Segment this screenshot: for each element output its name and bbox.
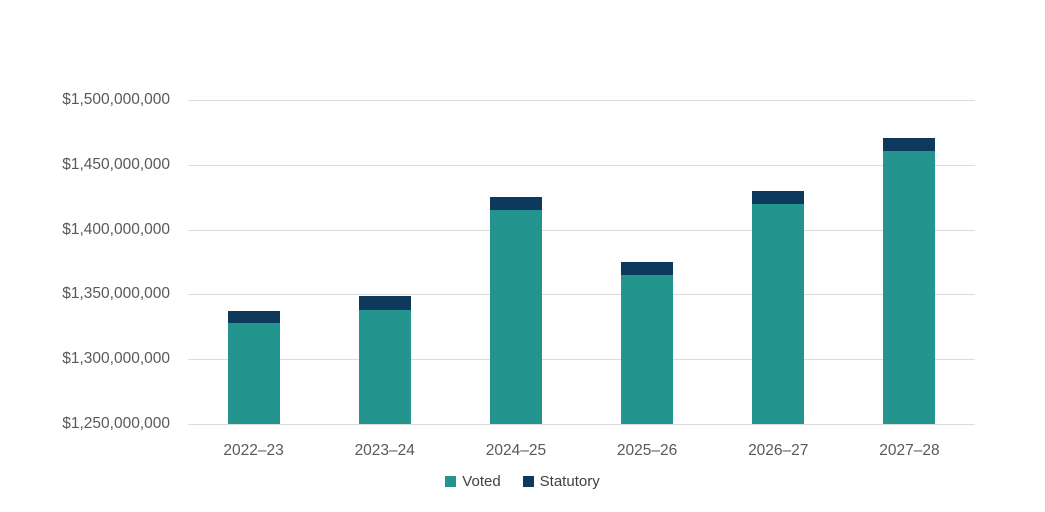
legend-label-statutory: Statutory [539, 473, 600, 490]
voted-bar-segment [621, 274, 674, 424]
x-axis-category-label: 2023–24 [354, 442, 415, 459]
y-axis-tick-label: $1,300,000,000 [62, 350, 170, 368]
gridline [188, 424, 975, 425]
statutory-bar-segment [489, 197, 542, 211]
statutory-bar-segment [227, 311, 280, 323]
legend-label-voted: Voted [462, 473, 501, 490]
x-axis-category-label: 2026–27 [748, 442, 809, 459]
statutory-swatch-icon [522, 476, 534, 487]
voted-bar-segment [227, 322, 280, 424]
legend-item-voted: Voted [445, 473, 501, 490]
x-axis-category-label: 2024–25 [485, 442, 547, 459]
statutory-bar-segment [621, 262, 674, 275]
y-axis-tick-label: $1,350,000,000 [62, 285, 170, 303]
voted-bar-segment [883, 150, 936, 424]
voted-bar-segment [752, 203, 805, 424]
statutory-bar-segment [752, 190, 805, 204]
statutory-bar-segment [358, 295, 411, 310]
y-axis-tick-label: $1,250,000,000 [62, 415, 170, 432]
x-axis-category-label: 2027–28 [879, 442, 940, 459]
y-axis-tick-label: $1,400,000,000 [62, 220, 170, 238]
y-axis-tick-label: $1,450,000,000 [62, 155, 170, 173]
voted-bar-segment [358, 309, 411, 424]
y-axis-tick-label: $1,500,000,000 [62, 91, 170, 108]
legend-item-statutory: Statutory [522, 473, 600, 490]
legend: Voted Statutory [0, 473, 1045, 490]
voted-swatch-icon [445, 476, 457, 487]
gridline [188, 100, 975, 101]
gridline [188, 229, 975, 231]
gridline [188, 294, 975, 296]
gridline [188, 164, 975, 166]
statutory-bar-segment [883, 137, 936, 151]
x-axis-category-label: 2022–23 [223, 442, 284, 459]
gridline [188, 359, 975, 361]
x-axis-category-label: 2025–26 [616, 442, 678, 459]
voted-bar-segment [489, 210, 542, 424]
